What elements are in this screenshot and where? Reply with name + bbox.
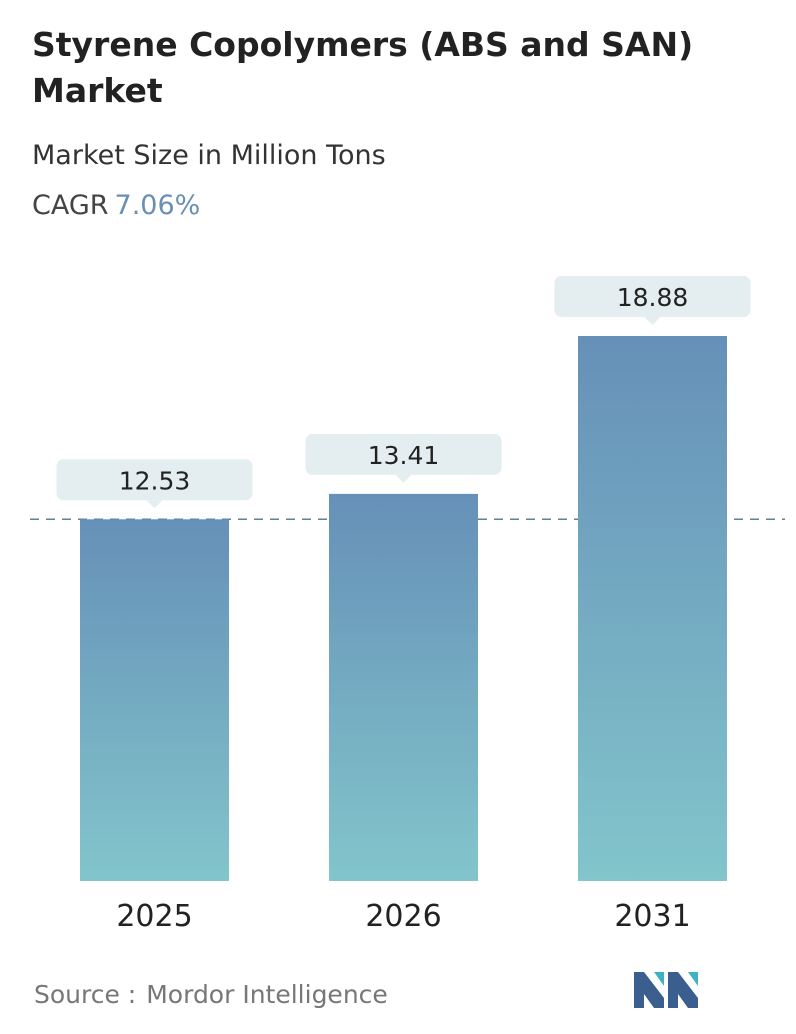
category-label: 2025 bbox=[116, 899, 192, 934]
bar-2031 bbox=[578, 336, 727, 881]
value-label-pointer bbox=[395, 474, 412, 483]
value-label: 12.53 bbox=[119, 466, 191, 495]
bar-2026 bbox=[329, 493, 478, 881]
value-label: 18.88 bbox=[617, 283, 689, 312]
source-name: Mordor Intelligence bbox=[146, 980, 388, 1009]
value-label: 13.41 bbox=[368, 441, 440, 470]
value-label-box bbox=[554, 276, 751, 317]
bar-chart: 12.53 2025 13.41 2026 18.88 2031 bbox=[30, 276, 785, 934]
category-label: 2031 bbox=[614, 899, 690, 934]
cagr: CAGR 7.06% bbox=[32, 190, 200, 221]
cagr-label: CAGR bbox=[32, 190, 109, 221]
category-label: 2026 bbox=[365, 899, 441, 934]
chart-subtitle: Market Size in Million Tons bbox=[32, 140, 386, 171]
value-label-box bbox=[305, 433, 502, 475]
source-label: Source : bbox=[34, 980, 137, 1009]
value-label-box bbox=[56, 459, 253, 501]
bar-2025 bbox=[80, 519, 229, 881]
chart-title: Styrene Copolymers (ABS and SAN) Market bbox=[32, 25, 694, 110]
value-label-pointer bbox=[146, 500, 163, 509]
value-label-pointer bbox=[644, 317, 661, 325]
mordor-intelligence-logo-icon bbox=[634, 972, 698, 1008]
cagr-value: 7.06% bbox=[114, 190, 201, 221]
source-attribution: Source : Mordor Intelligence bbox=[34, 980, 388, 1009]
